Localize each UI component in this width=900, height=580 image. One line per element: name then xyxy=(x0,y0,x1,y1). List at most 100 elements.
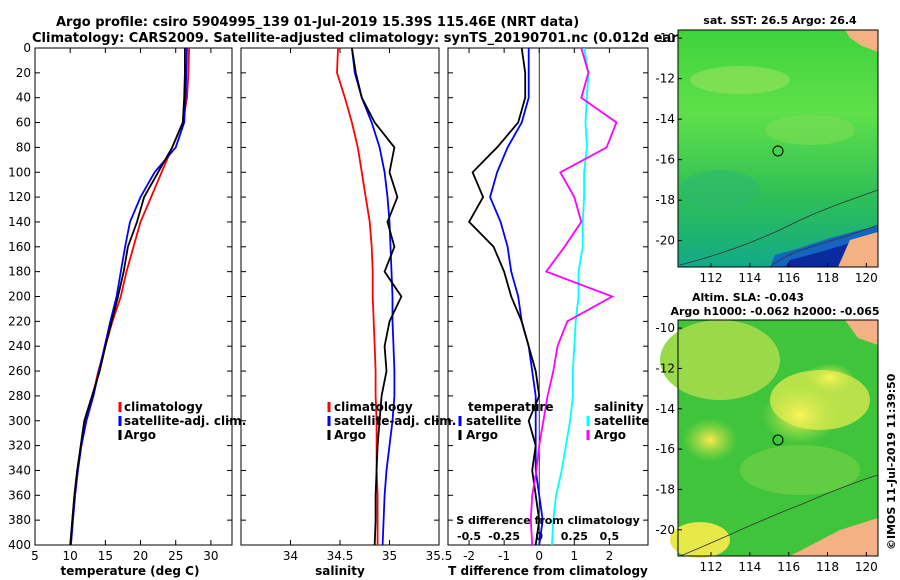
series-line-s-satellite xyxy=(551,47,590,546)
legend-temperature-title: temperature xyxy=(468,400,553,414)
top-x-tick-label: -0.5 xyxy=(457,530,481,543)
y-tick-label: 400 xyxy=(8,538,31,552)
argo-position-marker xyxy=(772,145,784,157)
map-bottom-title1: Altim. SLA: -0.043 xyxy=(692,291,804,304)
y-tick-label: 60 xyxy=(16,116,31,130)
lat-tick-label: -20 xyxy=(655,523,675,537)
y-tick-label: 200 xyxy=(8,290,31,304)
legend-s-argo: Argo xyxy=(594,428,626,442)
lon-tick-label: 116 xyxy=(777,271,800,285)
top-x-tick-label: 0.5 xyxy=(600,530,620,543)
y-tick-label: 300 xyxy=(8,414,31,428)
title-line2: Climatology: CARS2009. Satellite-adjuste… xyxy=(32,31,708,46)
land-shape xyxy=(838,232,878,267)
argo-position-marker xyxy=(772,434,784,446)
y-tick-label: 0 xyxy=(23,41,31,55)
x-tick-label: 10 xyxy=(63,549,78,563)
lon-tick-label: 120 xyxy=(855,271,878,285)
lat-tick-label: -14 xyxy=(655,402,675,416)
temperature-xlabel: temperature (deg C) xyxy=(61,564,200,578)
y-tick-label: 140 xyxy=(8,215,31,229)
lat-tick-label: -16 xyxy=(655,153,675,167)
legend-climatology: climatology xyxy=(124,400,203,414)
lat-tick-label: -14 xyxy=(655,112,675,126)
lon-tick-label: 112 xyxy=(700,271,723,285)
series-line-s-argo xyxy=(529,47,618,546)
legend-satellite: satellite-adj. clim. xyxy=(124,414,246,428)
lon-tick-label: 120 xyxy=(855,560,878,574)
lon-tick-label: 118 xyxy=(816,271,839,285)
lat-tick-label: -12 xyxy=(655,361,675,375)
y-tick-label: 220 xyxy=(8,314,31,328)
lat-tick-label: -18 xyxy=(655,193,675,207)
x-tick-label: 35 xyxy=(382,549,397,563)
lon-tick-label: 118 xyxy=(816,560,839,574)
x-tick-label: 34 xyxy=(283,549,298,563)
series-line-climatology xyxy=(70,47,190,546)
y-tick-label: 360 xyxy=(8,488,31,502)
lat-tick-label: -12 xyxy=(655,72,675,86)
lat-tick-label: -10 xyxy=(655,31,675,45)
y-tick-label: 180 xyxy=(8,265,31,279)
series-line-satellite-adj-clim- xyxy=(351,47,396,546)
difference-xlabel: T difference from climatology xyxy=(448,564,648,578)
lon-tick-label: 116 xyxy=(777,560,800,574)
legend-argo: Argo xyxy=(334,428,366,442)
legend-s-satellite: satellite xyxy=(594,414,649,428)
y-tick-label: 340 xyxy=(8,463,31,477)
x-tick-label: -1 xyxy=(498,549,510,563)
lat-tick-label: -10 xyxy=(655,321,675,335)
y-tick-label: 260 xyxy=(8,364,31,378)
salinity-panel xyxy=(240,47,440,546)
y-tick-label: 320 xyxy=(8,439,31,453)
x-tick-label: -2 xyxy=(463,549,475,563)
sla-map xyxy=(660,319,879,558)
map-bottom-title2: Argo h1000: -0.062 h2000: -0.065 xyxy=(670,305,879,318)
y-tick-label: 380 xyxy=(8,513,31,527)
legend-satellite: satellite-adj. clim. xyxy=(334,414,456,428)
temperature-panel xyxy=(34,47,233,546)
y-tick-label: 120 xyxy=(8,190,31,204)
lat-tick-label: -16 xyxy=(655,442,675,456)
y-tick-label: 40 xyxy=(16,91,31,105)
legend-t-satellite: satellite xyxy=(466,414,521,428)
map-top-title: sat. SST: 26.5 Argo: 26.4 xyxy=(703,14,857,27)
top-x-tick-label: -0.25 xyxy=(488,530,520,543)
land-shape xyxy=(845,30,878,52)
x-tick-label: 0 xyxy=(535,549,543,563)
y-tick-label: 160 xyxy=(8,240,31,254)
lon-tick-label: 114 xyxy=(738,271,761,285)
x-tick-label: 1 xyxy=(570,549,578,563)
difference-legend: temperature satellite Argo salinity sate… xyxy=(458,400,649,442)
y-tick-label: 80 xyxy=(16,140,31,154)
difference-top-xlabel: S difference from climatology xyxy=(456,514,640,527)
x-tick-label: 25 xyxy=(168,549,183,563)
top-x-tick-label: 0.25 xyxy=(561,530,588,543)
x-tick-label: 30 xyxy=(203,549,218,563)
title-line1: Argo profile: csiro 5904995_139 01-Jul-2… xyxy=(56,15,579,30)
temperature-legend: climatology satellite-adj. clim. Argo xyxy=(118,400,246,442)
salinity-xlabel: salinity xyxy=(315,564,365,578)
series-line-argo xyxy=(69,48,186,546)
sst-map xyxy=(677,29,879,268)
x-tick-label: 35.5 xyxy=(426,549,453,563)
y-tick-label: 280 xyxy=(8,389,31,403)
x-tick-label: 2 xyxy=(606,549,614,563)
x-tick-label: 5 xyxy=(31,549,39,563)
x-tick-label: 34.5 xyxy=(327,549,354,563)
series-line-argo xyxy=(351,47,403,546)
legend-t-argo: Argo xyxy=(466,428,498,442)
x-tick-label: 15 xyxy=(98,549,113,563)
lon-tick-label: 114 xyxy=(738,560,761,574)
salinity-legend: climatology satellite-adj. clim. Argo xyxy=(327,400,456,442)
y-tick-label: 240 xyxy=(8,339,31,353)
series-line-satellite-adj-clim- xyxy=(70,47,188,546)
lon-tick-label: 112 xyxy=(700,560,723,574)
y-tick-label: 100 xyxy=(8,165,31,179)
y-tick-label: 20 xyxy=(16,66,31,80)
lat-tick-label: -20 xyxy=(655,234,675,248)
series-line-t-argo xyxy=(467,47,541,546)
legend-climatology: climatology xyxy=(334,400,413,414)
series-line-t-satellite xyxy=(489,48,544,546)
